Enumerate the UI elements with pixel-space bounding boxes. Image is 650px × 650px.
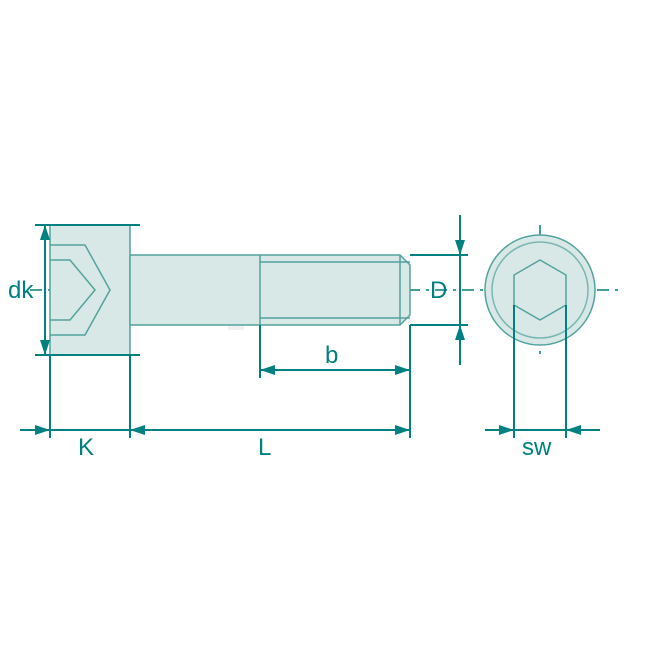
- label-L: L: [258, 434, 271, 461]
- label-b: b: [325, 342, 338, 369]
- label-sw: sw: [522, 434, 552, 461]
- label-dk: dk: [8, 277, 34, 304]
- screw-shaft-side: [130, 255, 410, 325]
- label-D: D: [430, 277, 447, 304]
- screw-end-view: [485, 235, 595, 345]
- diagram-canvas: :root{--shape-fill:#d8e8e6;--shape-strok…: [0, 0, 650, 650]
- dimension-K: K: [20, 355, 145, 461]
- label-K: K: [78, 434, 94, 461]
- screw-head-side: [50, 225, 130, 355]
- dimension-L: L: [130, 378, 410, 461]
- dimension-b: b: [260, 325, 410, 378]
